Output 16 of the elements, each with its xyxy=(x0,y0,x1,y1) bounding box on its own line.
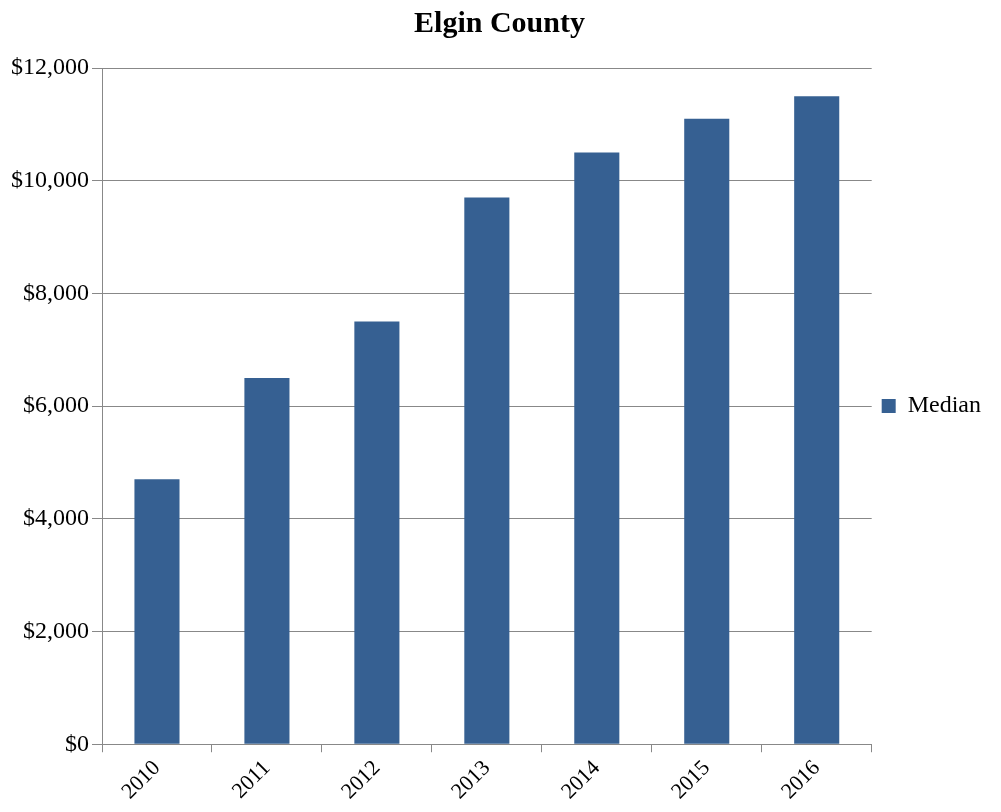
bar xyxy=(574,152,620,744)
y-tick-label: $2,000 xyxy=(23,616,89,643)
y-tick-label: $12,000 xyxy=(11,53,89,80)
bar xyxy=(464,197,510,744)
bar xyxy=(134,479,180,744)
y-tick-label: $10,000 xyxy=(11,166,89,192)
y-tick-label: $4,000 xyxy=(23,504,89,531)
bar xyxy=(684,118,730,744)
chart-title: Elgin County xyxy=(414,4,585,38)
y-tick-label: $6,000 xyxy=(23,391,89,418)
bar xyxy=(244,377,290,744)
y-tick-label: $0 xyxy=(65,729,89,756)
legend-label: Median xyxy=(907,391,981,418)
bar xyxy=(354,321,400,744)
y-tick-label: $8,000 xyxy=(23,278,89,305)
bar xyxy=(794,96,840,744)
